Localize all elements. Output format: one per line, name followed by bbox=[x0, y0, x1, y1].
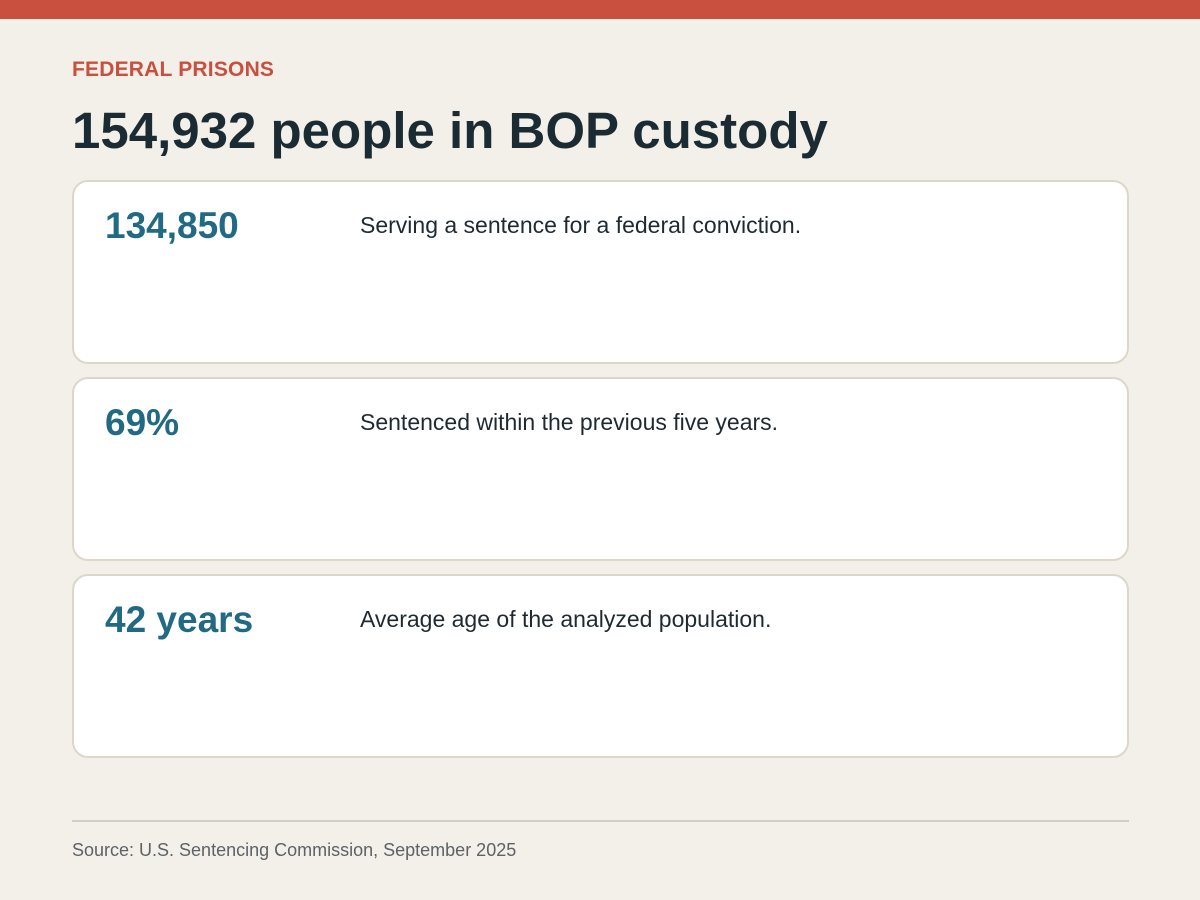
stat-value: 69% bbox=[105, 402, 180, 443]
stat-description: Sentenced within the previous five years… bbox=[360, 409, 779, 435]
stat-description: Average age of the analyzed population. bbox=[360, 606, 772, 632]
stat-card: 134,850 Serving a sentence for a federal… bbox=[72, 180, 1129, 364]
top-accent-bar bbox=[0, 0, 1200, 19]
stat-card: 69% Sentenced within the previous five y… bbox=[72, 377, 1129, 561]
footer-divider bbox=[72, 820, 1129, 822]
stat-card: 42 years Average age of the analyzed pop… bbox=[72, 574, 1129, 758]
section-label: FEDERAL PRISONS bbox=[72, 58, 275, 81]
page-title: 154,932 people in BOP custody bbox=[72, 102, 828, 159]
stat-description: Serving a sentence for a federal convict… bbox=[360, 212, 802, 238]
stat-card-list: 134,850 Serving a sentence for a federal… bbox=[72, 180, 1129, 771]
stat-value: 42 years bbox=[105, 599, 254, 640]
source-note: Source: U.S. Sentencing Commission, Sept… bbox=[72, 840, 517, 860]
stat-value: 134,850 bbox=[105, 205, 239, 246]
